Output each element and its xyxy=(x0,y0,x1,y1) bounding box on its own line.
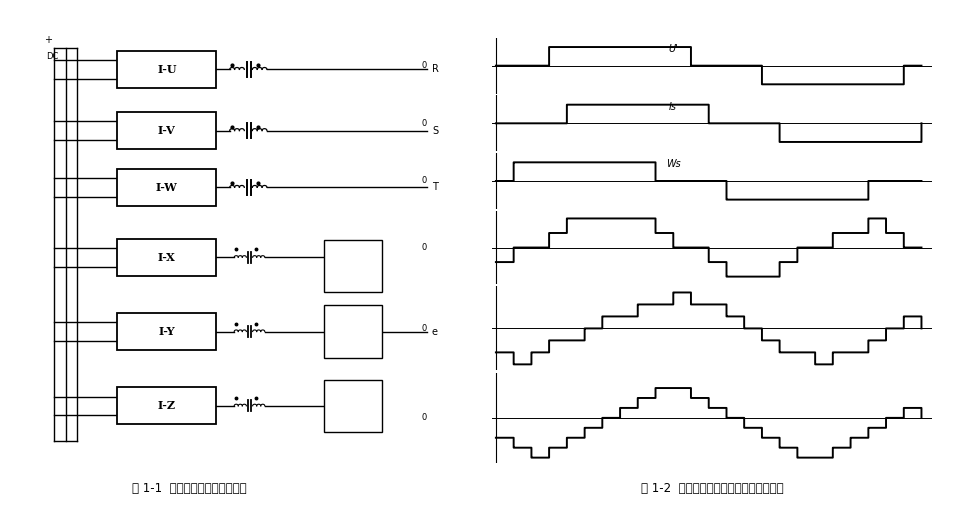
Text: I-Z: I-Z xyxy=(158,400,176,411)
Text: e: e xyxy=(432,326,438,337)
Text: I-X: I-X xyxy=(158,252,176,263)
Bar xyxy=(118,238,216,276)
Text: U': U' xyxy=(668,44,678,54)
Text: Is: Is xyxy=(669,102,677,112)
Bar xyxy=(118,112,216,149)
Text: 图 1-1  三相多重化逆变电路结构: 图 1-1 三相多重化逆变电路结构 xyxy=(132,482,247,495)
Bar xyxy=(324,379,382,432)
Text: 0: 0 xyxy=(422,413,426,423)
Text: 0: 0 xyxy=(422,176,426,186)
Text: Ws: Ws xyxy=(665,159,681,169)
Bar xyxy=(118,169,216,206)
Bar xyxy=(118,313,216,350)
Bar xyxy=(118,387,216,425)
Text: I-W: I-W xyxy=(156,182,178,193)
Text: 0: 0 xyxy=(422,324,426,333)
Text: I-U: I-U xyxy=(157,64,177,75)
Bar xyxy=(118,51,216,88)
Text: R: R xyxy=(432,64,439,75)
Text: I-Y: I-Y xyxy=(159,326,175,337)
Text: S: S xyxy=(432,125,438,136)
Text: 0: 0 xyxy=(422,119,426,128)
Bar xyxy=(324,240,382,292)
Text: 0: 0 xyxy=(422,243,426,252)
Text: I-V: I-V xyxy=(158,125,176,136)
Text: 0: 0 xyxy=(422,61,426,70)
Bar xyxy=(324,305,382,358)
Text: +: + xyxy=(44,35,52,45)
Text: 图 1-2  三相多重化逆变电路输出电压波形: 图 1-2 三相多重化逆变电路输出电压波形 xyxy=(641,482,784,495)
Text: T: T xyxy=(432,182,438,192)
Text: DC: DC xyxy=(46,51,58,61)
